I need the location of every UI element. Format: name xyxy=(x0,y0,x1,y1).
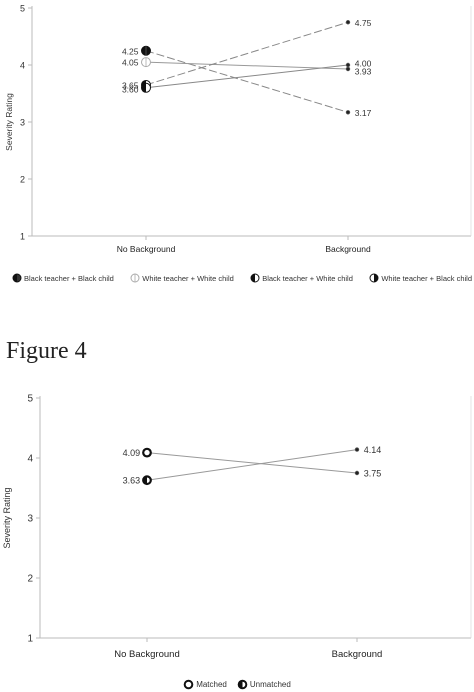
y-tick-label: 1 xyxy=(27,634,33,645)
half-right-black-marker-icon xyxy=(250,273,260,283)
series-line xyxy=(146,449,358,481)
data-label: 4.14 xyxy=(364,445,382,455)
x-tick-label: No Background xyxy=(117,244,176,254)
data-point-marker xyxy=(345,20,351,25)
legend-item-black-teacher-white-child: Black teacher + White child xyxy=(250,273,353,283)
data-label: 3.75 xyxy=(364,469,382,479)
open-circle-marker-icon xyxy=(130,273,140,283)
data-point-marker xyxy=(141,57,151,68)
legend-item-unmatched: Unmatched xyxy=(237,679,291,690)
data-point-marker xyxy=(141,45,151,56)
series-unmatched: 3.63 4.14 xyxy=(123,445,382,486)
y-tick-label: 5 xyxy=(20,4,25,14)
y-tick-label: 3 xyxy=(27,514,33,525)
series-line xyxy=(146,452,358,474)
y-axis-label: Severity Rating xyxy=(4,93,14,151)
data-point-marker xyxy=(345,110,351,115)
data-label: 3.60 xyxy=(122,84,139,94)
data-point-marker xyxy=(345,66,351,72)
figure-caption: Figure 4 xyxy=(6,338,87,364)
half-ring-marker-icon xyxy=(237,679,248,690)
series-black-teacher-white-child: 3.65 4.75 xyxy=(122,18,372,91)
figure-4-legend: Matched Unmatched xyxy=(0,679,474,690)
legend-label: Black teacher + Black child xyxy=(24,273,114,283)
series-matched: 4.09 3.75 xyxy=(123,447,382,479)
figure-3-legend: Black teacher + Black child White teache… xyxy=(12,273,472,283)
legend-item-black-teacher-black-child: Black teacher + Black child xyxy=(12,273,114,283)
y-tick-label: 1 xyxy=(20,232,25,242)
legend-label: Matched xyxy=(196,680,227,689)
y-tick-label: 2 xyxy=(27,574,33,585)
half-left-black-marker-icon xyxy=(12,273,22,283)
data-label: 4.00 xyxy=(355,59,372,69)
x-tick-label: Background xyxy=(325,244,371,254)
legend-label: Black teacher + White child xyxy=(262,273,353,283)
legend-item-white-teacher-black-child: White teacher + Black child xyxy=(369,273,472,283)
series-line xyxy=(145,50,349,113)
figure-4-line-chart: 1 2 3 4 5 Severity Rating No Background Backgro… xyxy=(2,394,472,660)
legend-label: White teacher + White child xyxy=(142,273,234,283)
data-label: 3.63 xyxy=(123,476,141,486)
data-label: 4.75 xyxy=(355,18,372,28)
data-label: 3.65 xyxy=(122,80,139,90)
ring-marker-icon xyxy=(183,679,194,690)
half-left-black-marker-icon xyxy=(369,273,379,283)
x-tick-label: Background xyxy=(332,649,383,660)
data-point-marker xyxy=(354,470,360,476)
data-label: 4.09 xyxy=(123,448,141,458)
series-line xyxy=(145,21,349,86)
data-label: 4.25 xyxy=(122,46,139,56)
y-tick-label: 2 xyxy=(20,175,25,185)
legend-item-white-teacher-white-child: White teacher + White child xyxy=(130,273,234,283)
data-point-marker xyxy=(142,447,152,458)
series-line xyxy=(145,61,349,70)
data-point-marker xyxy=(354,447,360,452)
data-point-marker xyxy=(345,62,351,68)
y-tick-label: 5 xyxy=(27,394,33,405)
data-point-marker xyxy=(142,475,152,486)
legend-item-matched: Matched xyxy=(183,679,227,690)
data-label: 4.05 xyxy=(122,58,139,68)
series-black-teacher-black-child: 4.25 3.17 xyxy=(122,45,372,118)
figure-3-line-chart: 1 2 3 4 5 Severity Rating No Background Backgro… xyxy=(4,4,472,254)
series-white-teacher-white-child: 4.05 3.93 xyxy=(122,57,372,76)
y-axis-label: Severity Rating xyxy=(2,487,12,548)
data-point-marker xyxy=(141,82,151,93)
y-tick-label: 4 xyxy=(27,454,33,465)
data-label: 3.17 xyxy=(355,108,372,118)
legend-label: Unmatched xyxy=(249,680,291,689)
y-tick-label: 3 xyxy=(20,118,25,128)
data-label: 3.93 xyxy=(355,66,372,76)
series-white-teacher-black-child: 3.60 4.00 xyxy=(122,59,372,95)
legend-label: White teacher + Black child xyxy=(381,273,472,283)
x-tick-label: No Background xyxy=(114,649,179,660)
y-tick-label: 4 xyxy=(20,61,25,71)
series-line xyxy=(145,64,349,89)
